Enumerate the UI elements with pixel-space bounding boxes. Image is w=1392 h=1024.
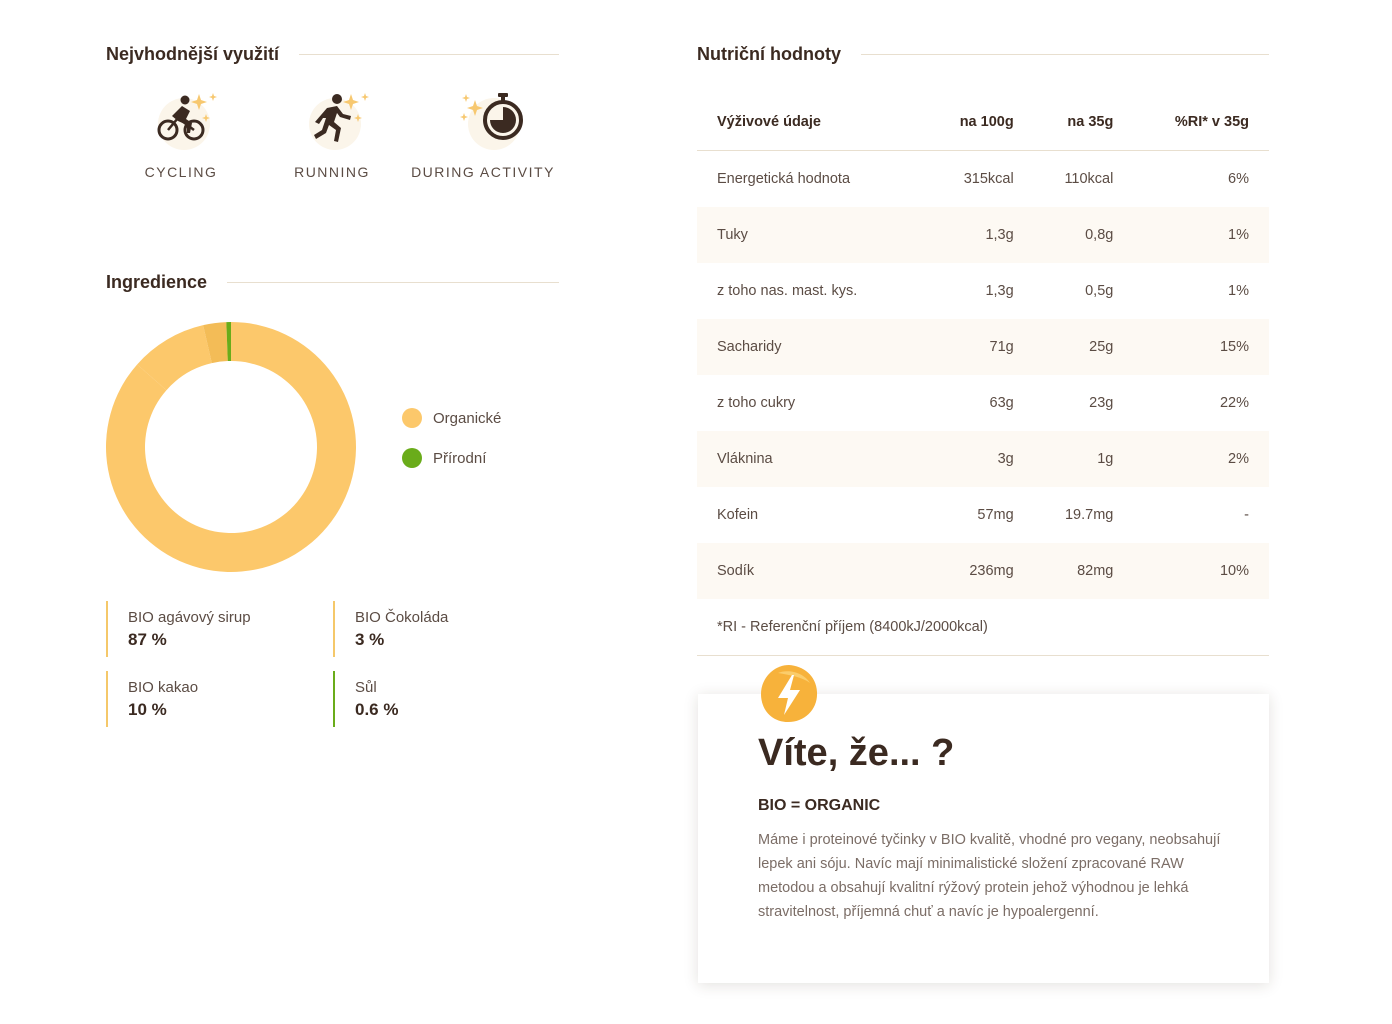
table-cell: 1%	[1228, 283, 1249, 299]
donut-slice-3	[203, 322, 228, 364]
table-cell: 3g	[926, 431, 1034, 487]
ingredient-name: BIO kakao	[128, 679, 199, 696]
legend-item-organic: Organické	[402, 407, 501, 429]
usage-item-running: RUNNING	[257, 86, 407, 180]
usage-title: Nejvhodnější využití	[106, 43, 280, 64]
ingredients-title: Ingredience	[106, 271, 208, 292]
ingredients-title-rule	[227, 281, 559, 283]
table-cell: 15%	[1133, 319, 1269, 375]
table-cell: 1%	[1133, 207, 1269, 263]
ingredient-chocolate: BIO Čokoláda 3 %	[333, 601, 555, 657]
table-row: z toho cukry 63g 23g 22%	[697, 375, 1269, 431]
table-cell: Kofein	[717, 507, 759, 523]
nutrition-note-row: *RI - Referenční příjem (8400kJ/2000kcal…	[697, 599, 1269, 656]
cycling-icon	[136, 86, 226, 156]
ingredients-legend: Organické Přírodní	[402, 407, 501, 487]
col-header-ri: %RI* v 35g	[1133, 94, 1269, 151]
ingredient-agave-syrup: BIO agávový sirup 87 %	[106, 601, 328, 657]
usage-item-during-activity: DURING ACTIVITY	[408, 86, 558, 180]
table-row: Vláknina 3g 1g 2%	[697, 431, 1269, 487]
usage-label-running: RUNNING	[294, 164, 370, 180]
ingredient-percent: 3 %	[355, 630, 385, 649]
col-header-per-35g: na 35g	[1033, 94, 1134, 151]
table-row: z toho nas. mast. kys. 1,3g 0,5g 1%	[697, 263, 1269, 319]
ingredient-name: BIO agávový sirup	[128, 609, 251, 626]
table-row: Sacharidy 71g 25g 15%	[697, 319, 1269, 375]
ingredient-percent: 10 %	[128, 700, 167, 719]
table-cell: Energetická hodnota	[717, 171, 851, 187]
legend-dot-organic	[402, 408, 422, 428]
nutrition-header-row: Výživové údaje na 100g na 35g %RI* v 35g	[697, 94, 1269, 151]
donut-slice-4	[226, 322, 231, 362]
table-cell: 0,8g	[1033, 207, 1134, 263]
usage-icons: CYCLING RUNNING	[106, 86, 566, 196]
usage-title-rule	[299, 53, 559, 55]
table-cell: 0,5g	[1085, 283, 1114, 299]
table-cell: 1,3g	[926, 207, 1034, 263]
table-cell: z toho nas. mast. kys.	[717, 283, 858, 299]
table-cell: 63g	[989, 395, 1014, 411]
donut-slice-1	[106, 322, 356, 572]
table-cell: 23g	[1089, 395, 1114, 411]
table-cell: 1g	[1033, 431, 1134, 487]
col-header-nutrient: Výživové údaje	[697, 94, 927, 151]
table-cell: 57mg	[977, 507, 1014, 523]
table-cell: z toho cukry	[717, 395, 796, 411]
table-row: Sodík 236mg 82mg 10%	[697, 543, 1269, 599]
legend-dot-natural	[402, 448, 422, 468]
nutrition-title-rule	[860, 53, 1269, 55]
table-cell: Tuky	[697, 207, 927, 263]
table-cell: 2%	[1133, 431, 1269, 487]
table-cell: 315kcal	[963, 171, 1014, 187]
table-cell: -	[1244, 507, 1249, 523]
table-cell: 1,3g	[985, 283, 1014, 299]
col-header-per-100g: na 100g	[926, 94, 1034, 151]
table-cell: 110kcal	[1064, 171, 1114, 187]
ingredient-percent: 0.6 %	[355, 700, 399, 719]
card-text: Máme i proteinové tyčinky v BIO kvalitě,…	[758, 832, 1221, 920]
lightning-icon	[758, 663, 820, 725]
nutrition-section-title: Nutriční hodnoty	[697, 42, 1269, 66]
table-cell: 25g	[1033, 319, 1134, 375]
ingredient-name: Sůl	[355, 679, 377, 696]
usage-label-during-activity: DURING ACTIVITY	[411, 164, 555, 180]
usage-section-title: Nejvhodnější využití	[106, 42, 559, 66]
ingredient-percent: 87 %	[128, 630, 167, 649]
usage-item-cycling: CYCLING	[106, 86, 256, 180]
table-row: Energetická hodnota 315kcal 110kcal 6%	[697, 151, 1269, 208]
table-cell: 22%	[1219, 395, 1249, 411]
table-cell: 236mg	[926, 543, 1034, 599]
nutrition-table: Výživové údaje na 100g na 35g %RI* v 35g…	[697, 94, 1269, 656]
did-you-know-card	[698, 694, 1269, 983]
table-cell: 71g	[926, 319, 1034, 375]
table-cell: Sacharidy	[697, 319, 927, 375]
table-cell: 6%	[1228, 171, 1249, 187]
legend-item-natural: Přírodní	[402, 447, 501, 469]
nutrition-title: Nutriční hodnoty	[697, 43, 841, 64]
table-cell: 82mg	[1033, 543, 1134, 599]
ingredients-section-title: Ingredience	[106, 270, 559, 294]
donut-slice-2	[137, 325, 212, 391]
legend-label-natural: Přírodní	[433, 449, 487, 467]
table-row: Tuky 1,3g 0,8g 1%	[697, 207, 1269, 263]
running-icon	[287, 86, 377, 156]
ingredients-donut-chart	[106, 321, 356, 573]
table-cell: 10%	[1133, 543, 1269, 599]
table-cell: Vláknina	[697, 431, 927, 487]
stopwatch-icon	[438, 86, 528, 156]
legend-label-organic: Organické	[433, 409, 502, 427]
table-cell: 19.7mg	[1064, 507, 1114, 523]
nutrition-note: *RI - Referenční příjem (8400kJ/2000kcal…	[697, 599, 1269, 656]
card-subtitle: BIO = ORGANIC	[758, 797, 881, 814]
table-cell: Sodík	[697, 543, 927, 599]
ingredient-name: BIO Čokoláda	[355, 609, 449, 626]
ingredient-cocoa: BIO kakao 10 %	[106, 671, 328, 727]
card-title: Víte, že... ?	[758, 732, 955, 774]
usage-label-cycling: CYCLING	[144, 164, 218, 180]
table-row: Kofein 57mg 19.7mg -	[697, 487, 1269, 543]
ingredient-salt: Sůl 0.6 %	[333, 671, 555, 727]
